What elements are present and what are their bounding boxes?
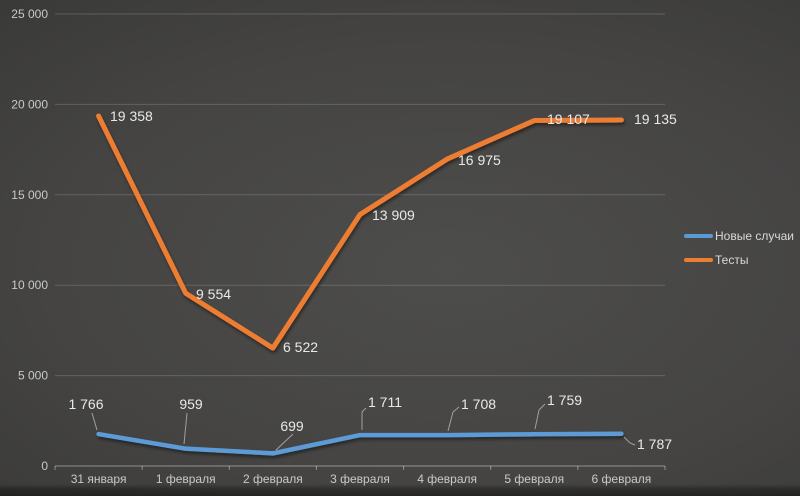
x-axis-label: 31 января	[71, 472, 127, 486]
data-label-leader-line	[183, 412, 188, 445]
data-label-leader-line	[623, 436, 636, 446]
y-axis-tick-label: 25 000	[11, 7, 48, 21]
x-axis-label: 1 февраля	[156, 472, 216, 486]
data-label-tests: 9 554	[196, 286, 231, 302]
legend-item-tests: Тесты	[684, 252, 794, 268]
x-axis-label: 4 февраля	[417, 472, 477, 486]
data-label-tests: 19 135	[634, 111, 677, 127]
data-label-leader-line	[447, 406, 460, 432]
legend-item-new-cases: Новые случаи	[684, 228, 794, 244]
legend-label-tests: Тесты	[715, 253, 749, 267]
x-axis-label: 2 февраля	[243, 472, 303, 486]
data-label-new-cases: 1 766	[68, 396, 103, 412]
series-line-new-cases	[96, 431, 624, 456]
data-label-tests: 19 107	[547, 111, 590, 127]
x-axis-label: 6 февраля	[592, 472, 652, 486]
data-label-leader-line	[275, 433, 294, 451]
legend: Новые случаи Тесты	[684, 228, 794, 276]
data-label-new-cases: 1 711	[368, 394, 402, 410]
x-axis-label: 3 февраля	[330, 472, 390, 486]
data-label-new-cases: 1 759	[547, 392, 582, 408]
data-label-tests: 13 909	[372, 207, 415, 223]
y-axis-tick-label: 10 000	[11, 278, 48, 292]
data-label-leader-line	[361, 407, 367, 430]
data-label-new-cases: 959	[179, 396, 203, 412]
y-axis-tick-label: 0	[41, 459, 48, 473]
data-label-new-cases: 699	[280, 418, 304, 434]
y-axis-tick-label: 5 000	[18, 369, 48, 383]
data-label-tests: 6 522	[283, 339, 318, 355]
data-label-leader-line	[534, 403, 546, 430]
legend-swatch-tests	[684, 258, 713, 262]
x-axis-label: 5 февраля	[504, 472, 564, 486]
y-axis-tick-label: 15 000	[11, 188, 48, 202]
data-label-new-cases: 1 787	[637, 436, 672, 452]
data-label-tests: 19 358	[110, 108, 153, 124]
legend-label-new-cases: Новые случаи	[715, 229, 794, 243]
data-label-tests: 16 975	[458, 152, 501, 168]
data-label-new-cases: 1 708	[461, 396, 496, 412]
legend-swatch-new-cases	[684, 234, 713, 238]
y-axis-tick-label: 20 000	[11, 97, 48, 111]
data-label-leader-line	[91, 412, 98, 431]
series-line-tests	[96, 113, 624, 351]
